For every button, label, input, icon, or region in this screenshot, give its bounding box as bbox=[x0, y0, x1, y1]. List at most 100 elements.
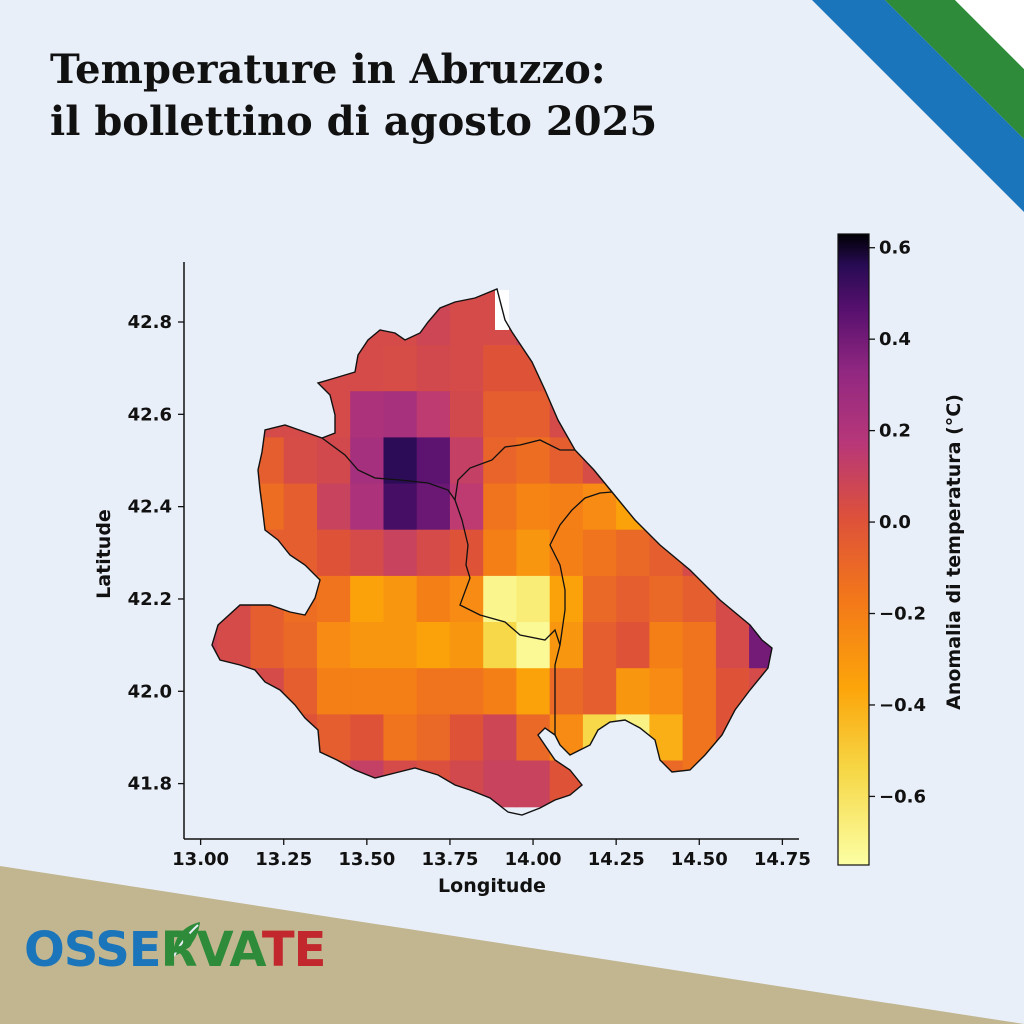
heatmap-cell bbox=[250, 289, 285, 300]
heatmap-cell bbox=[449, 298, 484, 346]
heatmap-cell bbox=[549, 437, 584, 485]
heatmap-cell bbox=[516, 668, 551, 715]
heatmap-cell bbox=[682, 391, 717, 438]
heatmap-cell bbox=[217, 298, 251, 346]
heatmap-cell bbox=[483, 345, 517, 392]
heatmap-cell bbox=[649, 714, 684, 762]
heatmap-cell bbox=[682, 529, 717, 577]
heatmap-cell bbox=[649, 622, 684, 669]
heatmap-cell bbox=[350, 298, 384, 346]
heatmap-cell bbox=[682, 298, 717, 346]
heatmap-cell bbox=[317, 345, 351, 392]
heatmap-cell bbox=[715, 298, 750, 346]
heatmap-cell bbox=[250, 622, 285, 669]
heatmap-cell bbox=[616, 760, 650, 808]
x-tick-label: 14.00 bbox=[505, 849, 562, 870]
heatmap-cell bbox=[317, 622, 351, 669]
heatmap-cell bbox=[317, 391, 351, 438]
heatmap-cell bbox=[682, 714, 717, 762]
heatmap-cell bbox=[749, 622, 772, 669]
heatmap-cell bbox=[715, 483, 750, 531]
heatmap-cell bbox=[283, 714, 318, 762]
heatmap-cell bbox=[582, 668, 617, 715]
heatmap-cell bbox=[582, 298, 617, 346]
heatmap-cell bbox=[250, 437, 285, 485]
heatmap-cell bbox=[749, 668, 772, 715]
heatmap-cell bbox=[217, 437, 251, 485]
heatmap-cell bbox=[715, 529, 750, 577]
heatmap-cell bbox=[350, 714, 384, 762]
heatmap-cell bbox=[582, 391, 617, 438]
heatmap-cell bbox=[483, 575, 517, 623]
heatmap-cell bbox=[212, 289, 218, 300]
heatmap-cell bbox=[283, 298, 318, 346]
heatmap-cell bbox=[383, 289, 418, 300]
corner-stripe-white bbox=[955, 0, 1024, 69]
heatmap-cell bbox=[283, 289, 318, 300]
heatmap-cell bbox=[649, 391, 684, 438]
heatmap-cell bbox=[483, 529, 517, 577]
y-tick-label: 42.0 bbox=[128, 681, 172, 702]
heatmap-cell bbox=[715, 714, 750, 762]
title-line-2: il bollettino di agosto 2025 bbox=[50, 98, 658, 145]
heatmap-cell bbox=[383, 298, 418, 346]
heatmap-cell bbox=[749, 483, 772, 531]
x-tick-label: 13.50 bbox=[338, 849, 395, 870]
heatmap-cell bbox=[715, 437, 750, 485]
heatmap-cell bbox=[715, 622, 750, 669]
x-tick-label: 13.75 bbox=[421, 849, 478, 870]
heatmap-cell bbox=[250, 345, 285, 392]
heatmap-cell bbox=[749, 529, 772, 577]
heatmap-cell bbox=[516, 345, 551, 392]
heatmap-cell bbox=[383, 391, 418, 438]
heatmap-cell bbox=[616, 622, 650, 669]
heatmap-cell bbox=[283, 622, 318, 669]
heatmap-cell bbox=[516, 760, 551, 808]
heatmap-cell bbox=[682, 289, 717, 300]
heatmap-cell bbox=[549, 575, 584, 623]
heatmap-cell bbox=[483, 483, 517, 531]
colorbar-tick-label: 0.0 bbox=[879, 512, 911, 533]
province-boundaries bbox=[321, 437, 613, 735]
heatmap-cell bbox=[317, 575, 351, 623]
x-tick-label: 14.50 bbox=[671, 849, 728, 870]
x-tick-label: 13.25 bbox=[255, 849, 312, 870]
heatmap-cell bbox=[317, 714, 351, 762]
heatmap-cell bbox=[616, 575, 650, 623]
heatmap-cell bbox=[283, 437, 318, 485]
heatmap-cell bbox=[616, 668, 650, 715]
heatmap-cell bbox=[212, 575, 218, 623]
heatmap-cell bbox=[416, 575, 451, 623]
x-tick-label: 14.25 bbox=[588, 849, 645, 870]
heatmap-cell bbox=[416, 529, 451, 577]
heatmap-cell bbox=[549, 622, 584, 669]
heatmap-cell bbox=[283, 345, 318, 392]
heatmap-cell bbox=[649, 668, 684, 715]
heatmap-cell bbox=[516, 289, 551, 300]
heatmap-cell bbox=[449, 760, 484, 808]
x-tick-label: 13.00 bbox=[172, 849, 229, 870]
observate-logo: OSSERVATE bbox=[24, 922, 327, 978]
heatmap-cell bbox=[317, 760, 351, 808]
logo-part-red: TE bbox=[261, 922, 327, 978]
heatmap-cell bbox=[649, 345, 684, 392]
heatmap-cell bbox=[616, 483, 650, 531]
heatmap-cell bbox=[616, 437, 650, 485]
heatmap-cell bbox=[449, 345, 484, 392]
boundary-laquila-pescara bbox=[454, 499, 561, 646]
heatmap-cell bbox=[715, 668, 750, 715]
heatmap-cell bbox=[749, 760, 772, 808]
heatmap-cell bbox=[250, 760, 285, 808]
heatmap-cell bbox=[483, 391, 517, 438]
heatmap-cell bbox=[749, 714, 772, 762]
heatmap-cell bbox=[682, 345, 717, 392]
heatmap-cell bbox=[317, 483, 351, 531]
heatmap-cell bbox=[350, 483, 384, 531]
heatmap-cell bbox=[317, 529, 351, 577]
heatmap-cell bbox=[416, 760, 451, 808]
heatmap-cell bbox=[649, 483, 684, 531]
heatmap-cell bbox=[449, 575, 484, 623]
heatmap-cell bbox=[212, 714, 218, 762]
heatmap-cell bbox=[582, 760, 617, 808]
heatmap-cell bbox=[549, 483, 584, 531]
